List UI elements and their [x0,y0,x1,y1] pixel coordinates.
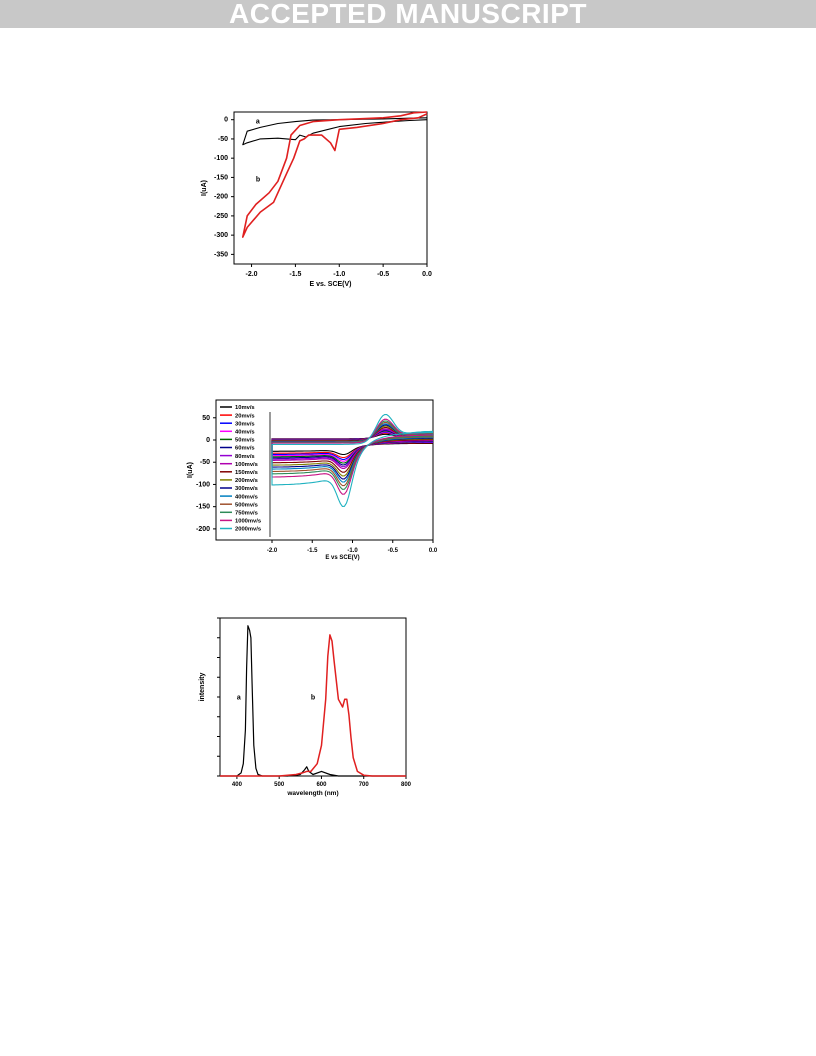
cv2-y-tick-label: -100 [196,481,210,488]
scan-rate-voltammogram-figure: -2.0 -1.5 -1.0 -0.5 0.0 50 0 -50 -100 -150 -200 E v… [187,399,438,561]
cv2-legend-label: 150mv/s [235,470,258,476]
cv1-series-b-line [242,111,428,238]
cv1-y-tick-label: 0 [224,117,228,124]
accepted-manuscript-banner: ACCEPTED MANUSCRIPT [0,0,816,28]
cv2-legend-label: 20mv/s [235,413,255,419]
em-x-tick-label: 800 [401,782,412,788]
cv1-x-tick-label: -1.5 [289,271,301,278]
cv1-x-tick-label: 0.0 [422,271,432,278]
cv2-legend-label: 1000mv/s [235,519,261,525]
cv2-legend-label: 2000mv/s [235,527,261,533]
cv2-legend-label: 80mv/s [235,454,255,460]
cv1-y-tick-label: -150 [214,174,228,181]
cv2-x-tick-label: -1.5 [307,548,318,554]
cv2-y-tick-label: 0 [206,437,210,444]
cv2-legend-label: 500mv/s [235,502,258,508]
em-annotation-b: b [311,694,315,701]
cv2-x-tick-label: -2.0 [267,548,278,554]
cv1-plot-frame [233,111,428,265]
cv2-x-axis-label: E vs SCE(V) [325,555,359,561]
cv1-x-axis-label: E vs. SCE(V) [309,281,351,288]
cv2-x-tick-label: 0.0 [429,548,438,554]
cv2-legend-label: 100mv/s [235,462,258,468]
cv2-legend-label: 60mv/s [235,446,255,452]
cv1-y-tick-label: -300 [214,232,228,239]
em-series-b-line [220,634,406,777]
cv2-plot-frame [215,399,434,541]
cv2-legend-label: 750mv/s [235,511,258,517]
cv2-series-line-2000mv/s [271,413,433,507]
cv2-x-tick-label: -0.5 [388,548,399,554]
cv1-annotation-a: a [256,119,260,126]
cv1-x-tick-label: -1.0 [333,271,345,278]
banner-text: ACCEPTED MANUSCRIPT [229,0,587,29]
cv1-y-tick-label: -250 [214,213,228,220]
cv1-x-tick-label: -0.5 [377,271,389,278]
cyclic-voltammogram-figure: -2.0 -1.5 -1.0 -0.5 0.0 0 -50 -100 -150 -200 -250 -… [201,111,432,288]
cv2-legend-label: 200mv/s [235,478,258,484]
em-x-tick-label: 600 [316,782,327,788]
cv2-legend-label: 400mv/s [235,494,258,500]
cv1-annotation-b: b [256,176,260,183]
cv2-x-tick-label: -1.0 [347,548,358,554]
cv2-y-axis-label: I(uA) [187,462,194,478]
cv1-y-axis-label: I(uA) [201,180,208,196]
em-x-tick-label: 400 [232,782,243,788]
cv2-y-tick-label: -50 [200,459,210,466]
cv1-y-tick-label: -350 [214,251,228,258]
cv1-y-tick-label: -200 [214,194,228,201]
cv2-legend-label: 30mv/s [235,421,255,427]
cv1-series-a-line [242,117,428,146]
cv1-x-tick-label: -2.0 [246,271,258,278]
cv1-y-tick-label: -100 [214,155,228,162]
em-annotation-a: a [237,694,241,701]
cv2-legend-label: 40mv/s [235,430,255,436]
cv2-legend-label: 300mv/s [235,486,258,492]
em-x-tick-label: 500 [274,782,285,788]
cv2-y-tick-label: -200 [196,526,210,533]
cv1-y-tick-label: -50 [218,136,228,143]
emission-spectrum-figure: 400 500 600 700 800 wavelength (nm) intensity a… [199,617,412,797]
em-x-tick-label: 700 [359,782,370,788]
cv2-y-tick-label: 50 [202,415,210,422]
cv2-legend-label: 50mv/s [235,438,255,444]
cv2-legend-label: 10mv/s [235,405,255,411]
em-x-axis-label: wavelength (nm) [286,790,338,797]
em-y-axis-label: intensity [199,673,206,702]
cv2-y-tick-label: -150 [196,504,210,511]
